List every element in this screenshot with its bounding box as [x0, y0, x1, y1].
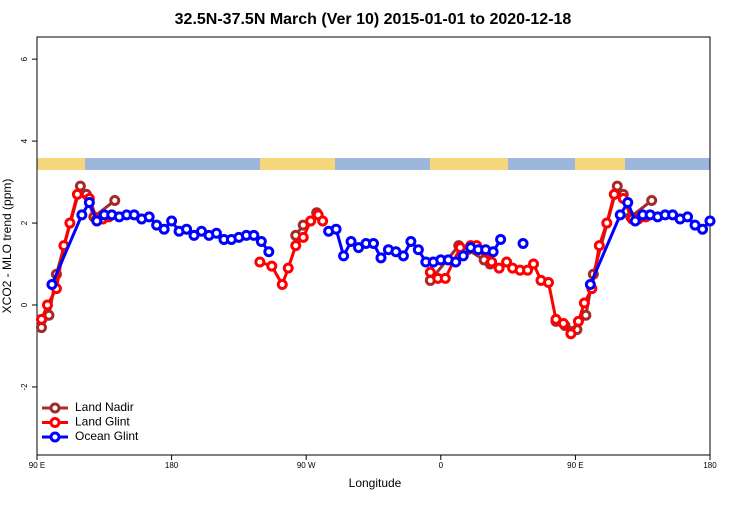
data-point [614, 209, 626, 221]
data-point [263, 246, 275, 258]
data-point [317, 215, 329, 227]
y-tick-label: 0 [20, 302, 29, 307]
data-point [584, 279, 596, 291]
x-tick-label: 90 E [29, 461, 45, 470]
data-point [345, 235, 357, 247]
data-point [76, 209, 88, 221]
data-point [368, 238, 379, 250]
x-tick-label: 90 W [297, 461, 316, 470]
data-point [622, 197, 634, 209]
land-ocean-strip [37, 158, 710, 170]
data-point [297, 231, 309, 243]
data-point [439, 272, 451, 284]
data-point [71, 188, 83, 200]
data-point [682, 211, 694, 223]
data-point [557, 317, 569, 329]
data-point [64, 217, 76, 229]
data-point [487, 246, 499, 258]
data-point [181, 223, 193, 235]
data-point [565, 328, 577, 340]
data-point [248, 229, 260, 241]
plot-box [36, 36, 711, 456]
data-point [158, 223, 170, 235]
x-tick-label: 180 [165, 461, 179, 470]
legend-marker [49, 417, 61, 428]
legend-label: Land Nadir [75, 400, 134, 414]
data-point [338, 250, 350, 262]
y-tick-label: 6 [20, 56, 29, 61]
data-point [254, 256, 266, 268]
data-point [457, 250, 469, 262]
y-tick-label: -2 [20, 383, 29, 391]
data-point [109, 195, 121, 207]
data-point [580, 309, 592, 321]
data-point [41, 299, 53, 311]
data-point [578, 297, 590, 309]
legend-marker [49, 402, 61, 414]
legend-marker [49, 431, 61, 443]
legend-label: Ocean Glint [75, 429, 139, 443]
x-tick-label: 90 E [567, 461, 583, 470]
data-point [608, 188, 620, 200]
data-point [210, 227, 222, 239]
data-point [330, 223, 342, 235]
data-point [143, 211, 155, 223]
data-point [572, 315, 584, 327]
data-point [46, 279, 58, 291]
data-point [412, 244, 424, 256]
data-point [450, 256, 462, 268]
data-point [593, 240, 605, 252]
data-point [35, 313, 47, 325]
data-point [405, 235, 417, 247]
chart-title: 32.5N-37.5N March (Ver 10) 2015-01-01 to… [175, 11, 572, 28]
data-point [522, 264, 534, 276]
data-point [542, 276, 554, 288]
data-point [697, 223, 709, 235]
data-point [704, 215, 716, 227]
data-point [397, 250, 409, 262]
data-point [276, 279, 288, 291]
data-point [166, 215, 178, 227]
y-tick-label: 4 [20, 138, 29, 143]
y-tick-label: 2 [20, 220, 29, 225]
data-point [255, 235, 267, 247]
data-point [375, 252, 387, 264]
data-point [528, 258, 540, 270]
x-tick-label: 180 [703, 461, 717, 470]
data-point [290, 240, 302, 252]
data-point [91, 215, 103, 227]
x-tick-label: 0 [439, 461, 444, 470]
data-point [501, 256, 513, 268]
data-point [305, 215, 317, 227]
legend-label: Land Glint [75, 415, 130, 429]
data-point [517, 238, 529, 250]
data-point [495, 233, 507, 245]
data-point [266, 260, 278, 272]
data-point [601, 217, 613, 229]
data-point [424, 266, 436, 278]
data-point [486, 256, 498, 268]
data-point [629, 215, 641, 227]
data-point [646, 195, 658, 207]
x-axis-label: Longitude [349, 476, 402, 490]
data-point [282, 262, 294, 274]
y-axis-label: XCO2 - MLO trend (ppm) [0, 179, 14, 314]
data-point [83, 197, 95, 209]
data-point [493, 262, 505, 274]
